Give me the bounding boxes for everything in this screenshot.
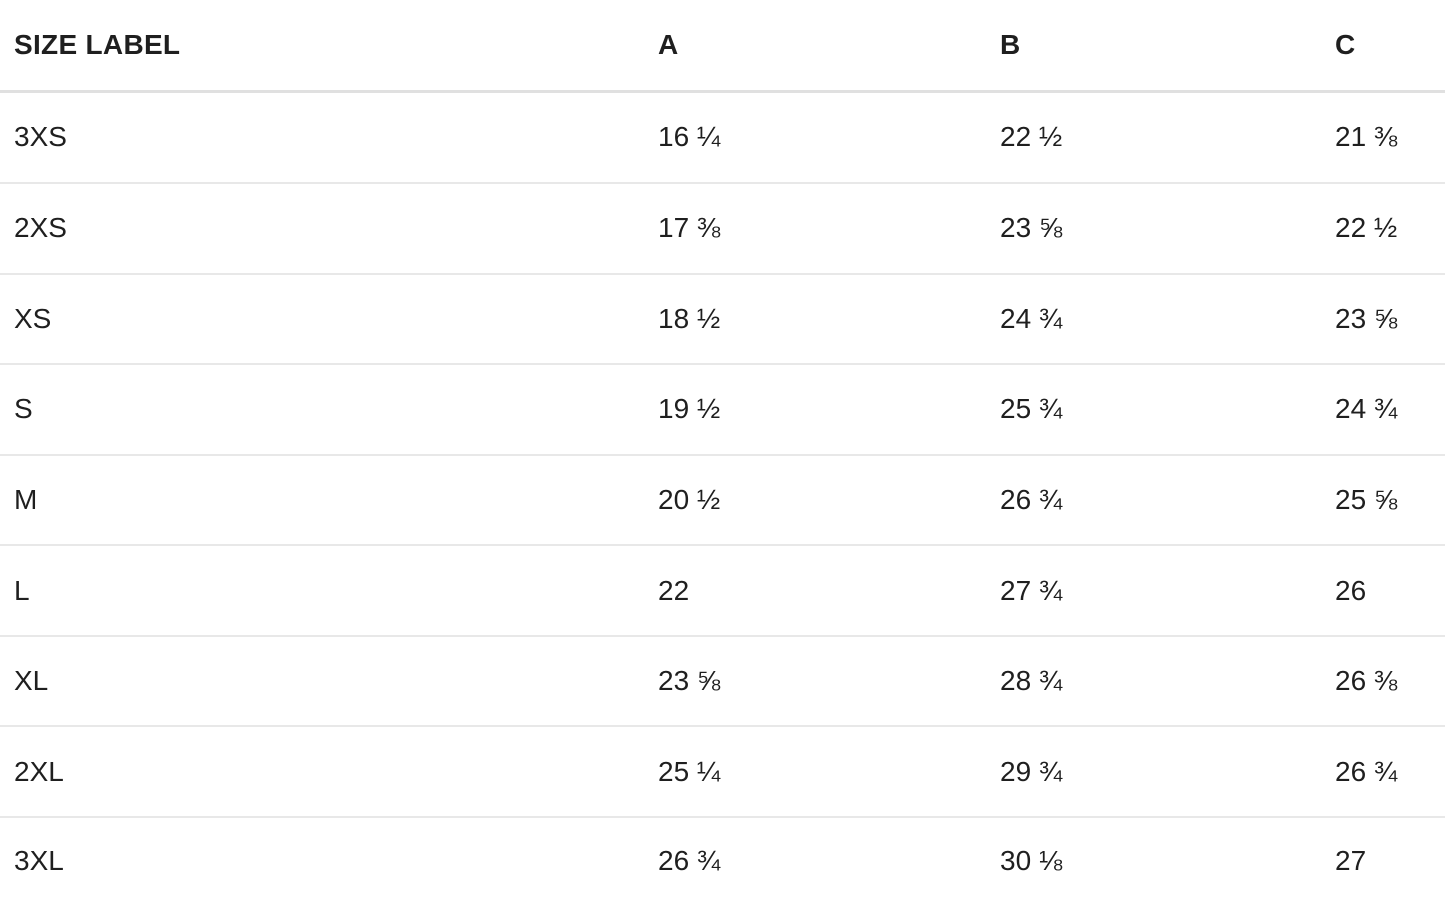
table-row: 3XS 16 ¼ 22 ½ 21 ⅜ <box>0 91 1445 184</box>
measurement-cell-b: 22 ½ <box>1000 91 1335 184</box>
column-header-size-label: SIZE LABEL <box>0 0 658 93</box>
measurement-cell-a: 23 ⅝ <box>658 635 1000 728</box>
measurement-cell-b: 24 ¾ <box>1000 273 1335 366</box>
measurement-cell-b: 27 ¾ <box>1000 545 1335 637</box>
measurement-cell-b: 26 ¾ <box>1000 454 1335 547</box>
measurement-cell-c: 25 ⅝ <box>1335 454 1445 547</box>
table-header: SIZE LABEL A B C <box>0 0 1445 93</box>
size-label-cell: 2XS <box>0 182 658 275</box>
measurement-cell-c: 26 <box>1335 545 1445 637</box>
table-row: XL 23 ⅝ 28 ¾ 26 ⅜ <box>0 635 1445 728</box>
column-header-b: B <box>1000 0 1335 93</box>
measurement-cell-c: 22 ½ <box>1335 182 1445 275</box>
table-row: 2XL 25 ¼ 29 ¾ 26 ¾ <box>0 726 1445 818</box>
measurement-cell-c: 27 <box>1335 845 1367 877</box>
column-header-c: C <box>1335 0 1445 93</box>
measurement-cell-b: 30 ⅛ <box>1000 845 1063 877</box>
table-row: 2XS 17 ⅜ 23 ⅝ 22 ½ <box>0 182 1445 275</box>
measurement-cell-b: 28 ¾ <box>1000 635 1335 728</box>
measurement-cell-a: 25 ¼ <box>658 726 1000 818</box>
size-label-cell: M <box>0 454 658 547</box>
measurement-cell-a: 18 ½ <box>658 273 1000 366</box>
table-body: 3XS 16 ¼ 22 ½ 21 ⅜ 2XS 17 ⅜ 23 ⅝ 22 ½ XS… <box>0 91 1445 905</box>
size-label-cell: 2XL <box>0 726 658 818</box>
measurement-cell-c: 26 ⅜ <box>1335 635 1445 728</box>
size-label-cell: L <box>0 545 658 637</box>
table-row: L 22 27 ¾ 26 <box>0 545 1445 637</box>
measurement-cell-a: 16 ¼ <box>658 91 1000 184</box>
size-label-cell: XL <box>0 635 658 728</box>
size-label-cell: 3XS <box>0 91 658 184</box>
column-header-a: A <box>658 0 1000 93</box>
measurement-cell-c: 26 ¾ <box>1335 726 1445 818</box>
measurement-cell-a: 22 <box>658 545 1000 637</box>
measurement-cell-c: 21 ⅜ <box>1335 91 1445 184</box>
measurement-cell-a: 17 ⅜ <box>658 182 1000 275</box>
table-row: M 20 ½ 26 ¾ 25 ⅝ <box>0 454 1445 547</box>
table-row: S 19 ½ 25 ¾ 24 ¾ <box>0 364 1445 456</box>
measurement-cell-b: 25 ¾ <box>1000 364 1335 456</box>
size-label-cell: 3XL <box>14 845 64 877</box>
measurement-cell-a: 26 ¾ <box>658 845 721 877</box>
size-label-cell: XS <box>0 273 658 366</box>
table-row: XS 18 ½ 24 ¾ 23 ⅝ <box>0 273 1445 366</box>
size-label-cell: S <box>0 364 658 456</box>
measurement-cell-a: 20 ½ <box>658 454 1000 547</box>
measurement-cell-a: 19 ½ <box>658 364 1000 456</box>
header-row: SIZE LABEL A B C <box>0 0 1445 93</box>
measurement-cell-b: 29 ¾ <box>1000 726 1335 818</box>
measurement-cell-b: 23 ⅝ <box>1000 182 1335 275</box>
table-row: 3XL 26 ¾ 30 ⅛ 27 <box>0 817 1445 905</box>
measurement-cell-c: 23 ⅝ <box>1335 273 1445 366</box>
measurement-cell-c: 24 ¾ <box>1335 364 1445 456</box>
